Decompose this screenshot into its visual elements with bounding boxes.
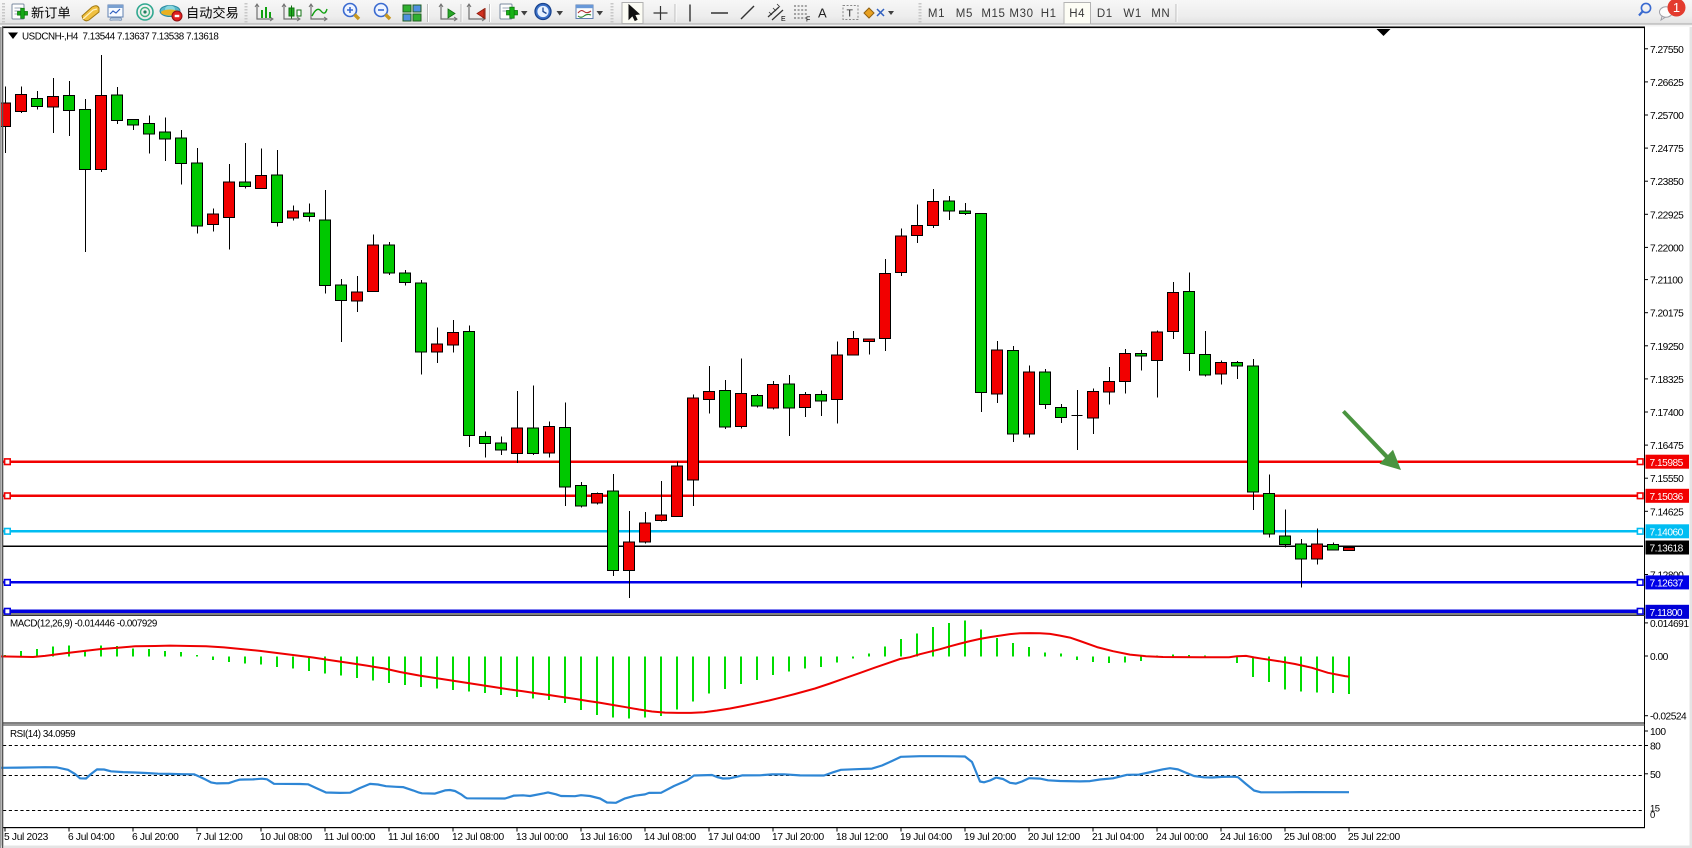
- svg-text:21 Jul 04:00: 21 Jul 04:00: [1092, 832, 1145, 843]
- svg-text:M15: M15: [981, 8, 1005, 20]
- svg-text:M30: M30: [1009, 8, 1033, 20]
- svg-text:7.14060: 7.14060: [1650, 528, 1684, 539]
- svg-text:7.15985: 7.15985: [1650, 458, 1684, 469]
- svg-text:MN: MN: [1151, 8, 1170, 20]
- svg-text:25 Jul 22:00: 25 Jul 22:00: [1348, 832, 1401, 843]
- svg-text:7.26625: 7.26625: [1650, 78, 1684, 89]
- svg-text:6 Jul 20:00: 6 Jul 20:00: [132, 832, 179, 843]
- svg-text:7.13618: 7.13618: [1650, 544, 1684, 555]
- svg-text:A: A: [818, 6, 827, 21]
- svg-text:11 Jul 00:00: 11 Jul 00:00: [324, 832, 376, 843]
- svg-text:7.15036: 7.15036: [1650, 492, 1684, 503]
- svg-text:7.27550: 7.27550: [1650, 45, 1684, 56]
- svg-text:0.014691: 0.014691: [1650, 619, 1689, 630]
- svg-text:100: 100: [1650, 727, 1666, 738]
- svg-text:USDCNH-,H4 7.13544 7.13637 7.: USDCNH-,H4 7.13544 7.13637 7.13538 7.136…: [22, 31, 219, 42]
- svg-text:12 Jul 08:00: 12 Jul 08:00: [452, 832, 505, 843]
- svg-text:M1: M1: [928, 8, 945, 20]
- svg-text:7.25700: 7.25700: [1650, 111, 1684, 122]
- svg-text:D1: D1: [1097, 8, 1113, 20]
- svg-text:24 Jul 16:00: 24 Jul 16:00: [1220, 832, 1273, 843]
- svg-text:-0.02524: -0.02524: [1650, 712, 1687, 723]
- svg-text:11 Jul 16:00: 11 Jul 16:00: [388, 832, 440, 843]
- svg-text:50: 50: [1650, 770, 1661, 781]
- svg-text:7.14625: 7.14625: [1650, 507, 1684, 518]
- svg-text:M5: M5: [956, 8, 973, 20]
- svg-text:17 Jul 04:00: 17 Jul 04:00: [708, 832, 761, 843]
- svg-text:7.20175: 7.20175: [1650, 309, 1684, 320]
- svg-text:W1: W1: [1123, 8, 1141, 20]
- svg-text:7 Jul 12:00: 7 Jul 12:00: [196, 832, 243, 843]
- svg-text:14 Jul 08:00: 14 Jul 08:00: [644, 832, 697, 843]
- svg-text:0: 0: [1650, 810, 1655, 821]
- svg-text:7.12637: 7.12637: [1650, 579, 1684, 590]
- svg-text:7.22000: 7.22000: [1650, 243, 1684, 254]
- svg-text:F: F: [806, 17, 810, 24]
- svg-text:7.23850: 7.23850: [1650, 177, 1684, 188]
- svg-text:17 Jul 20:00: 17 Jul 20:00: [772, 832, 825, 843]
- svg-text:RSI(14) 34.0959: RSI(14) 34.0959: [10, 729, 75, 740]
- svg-text:80: 80: [1650, 742, 1661, 753]
- svg-text:6 Jul 04:00: 6 Jul 04:00: [68, 832, 115, 843]
- svg-text:7.22925: 7.22925: [1650, 210, 1684, 221]
- svg-text:E: E: [781, 16, 786, 23]
- svg-text:1: 1: [1673, 0, 1680, 15]
- svg-text:H4: H4: [1069, 8, 1085, 20]
- svg-text:25 Jul 08:00: 25 Jul 08:00: [1284, 832, 1337, 843]
- svg-text:15: 15: [1650, 803, 1660, 814]
- svg-text:10 Jul 08:00: 10 Jul 08:00: [260, 832, 313, 843]
- svg-text:19 Jul 04:00: 19 Jul 04:00: [900, 832, 953, 843]
- svg-text:13 Jul 16:00: 13 Jul 16:00: [580, 832, 633, 843]
- svg-text:7.21100: 7.21100: [1650, 276, 1683, 287]
- svg-text:7.24775: 7.24775: [1650, 144, 1684, 155]
- svg-text:7.16475: 7.16475: [1650, 441, 1684, 452]
- svg-text:7.15550: 7.15550: [1650, 474, 1684, 485]
- svg-text:13 Jul 00:00: 13 Jul 00:00: [516, 832, 569, 843]
- svg-text:0.00: 0.00: [1650, 652, 1669, 663]
- svg-text:7.19250: 7.19250: [1650, 342, 1684, 353]
- svg-text:18 Jul 12:00: 18 Jul 12:00: [836, 832, 889, 843]
- svg-text:7.11800: 7.11800: [1650, 608, 1683, 619]
- svg-text:24 Jul 00:00: 24 Jul 00:00: [1156, 832, 1209, 843]
- svg-text:H1: H1: [1041, 8, 1057, 20]
- svg-text:19 Jul 20:00: 19 Jul 20:00: [964, 832, 1017, 843]
- svg-text:MACD(12,26,9) -0.014446 -0.007: MACD(12,26,9) -0.014446 -0.007929: [10, 619, 157, 630]
- svg-text:7.18325: 7.18325: [1650, 375, 1684, 386]
- svg-text:20 Jul 12:00: 20 Jul 12:00: [1028, 832, 1081, 843]
- svg-text:7.17400: 7.17400: [1650, 408, 1684, 419]
- svg-text:5 Jul 2023: 5 Jul 2023: [4, 832, 49, 843]
- svg-text:T: T: [847, 8, 854, 20]
